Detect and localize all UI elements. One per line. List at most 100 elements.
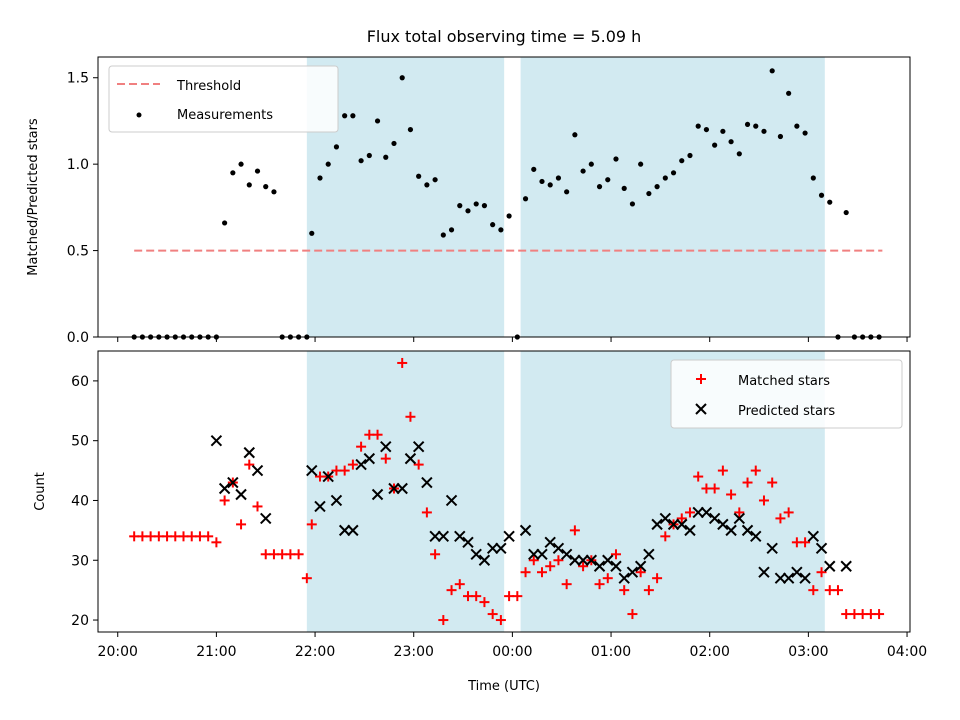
predicted-point	[700, 506, 713, 519]
predicted-point	[380, 440, 392, 453]
matched-point	[594, 579, 605, 590]
measurement-point	[522, 196, 529, 202]
measurement-point	[703, 126, 710, 133]
matched-point	[684, 507, 695, 518]
matched-point	[800, 537, 811, 548]
predicted-point	[717, 518, 729, 531]
measurement-point	[744, 121, 751, 128]
y-tick-label: 1.5	[67, 71, 89, 87]
predicted-point	[363, 452, 376, 465]
predicted-point-b	[774, 572, 787, 584]
matched-point	[767, 477, 778, 488]
predicted-point-b	[380, 440, 392, 453]
measurement-point	[679, 158, 685, 164]
measurement-point	[728, 139, 734, 145]
predicted-point	[815, 542, 828, 555]
predicted-point	[519, 524, 532, 537]
predicted-point	[314, 500, 326, 513]
predicted-point-b	[470, 548, 482, 560]
y-tick-label: 20	[71, 613, 89, 629]
measurement-point	[254, 168, 261, 174]
predicted-point-b	[815, 542, 828, 555]
measurement-point	[564, 189, 570, 195]
predicted-point-b	[227, 476, 239, 489]
predicted-point	[396, 482, 408, 495]
predicted-point-b	[750, 530, 762, 543]
measurement-point	[490, 222, 496, 228]
predicted-point	[643, 548, 655, 560]
predicted-point	[462, 536, 474, 549]
matched-point	[610, 549, 621, 560]
bottom-y-axis-label: Count	[33, 472, 48, 511]
predicted-point-b	[544, 536, 556, 549]
predicted-point-b	[404, 452, 417, 465]
measurement-point	[481, 203, 488, 209]
measurement-point	[662, 175, 668, 181]
predicted-point	[774, 572, 787, 584]
matched-point	[471, 591, 482, 602]
predicted-point	[251, 464, 264, 477]
matched-point	[430, 549, 441, 560]
measurement-point	[317, 175, 323, 181]
threshold-legend-label: Threshold	[176, 79, 241, 94]
predicted-point-b	[626, 566, 639, 578]
predicted-point	[733, 512, 746, 525]
predicted-point-b	[799, 572, 811, 584]
shaded-interval	[306, 57, 505, 337]
measurement-point	[457, 203, 463, 209]
predicted-point-b	[519, 524, 532, 537]
matched-point	[643, 585, 654, 596]
predicted-point-b	[371, 488, 384, 501]
matched-point	[421, 507, 432, 518]
predicted-point-b	[210, 434, 223, 447]
predicted-point	[338, 524, 351, 537]
matched-point	[750, 465, 761, 476]
matched-point	[413, 459, 424, 470]
predicted-point-b	[791, 566, 803, 578]
predicted-point-b	[429, 530, 441, 543]
measurement-point	[572, 132, 578, 138]
matched-point	[244, 459, 255, 470]
top-legend: Threshold Measurements	[108, 65, 339, 133]
measurement-point	[498, 227, 504, 233]
measurement-point	[238, 161, 244, 167]
matched-point	[569, 525, 580, 536]
y-tick-label: 60	[71, 374, 89, 390]
y-tick-label: 40	[71, 493, 89, 509]
measurement-point	[810, 175, 816, 181]
predicted-point-b	[396, 482, 408, 495]
matched-point	[454, 579, 465, 590]
predicted-point	[243, 446, 255, 459]
predicted-point	[569, 554, 581, 566]
predicted-point	[306, 464, 318, 477]
predicted-point	[741, 524, 754, 537]
measurement-point	[506, 213, 512, 219]
predicted-point-b	[684, 524, 696, 537]
matched-point	[660, 531, 671, 542]
bottom-panel: 20 30 40 50 60 20:00 21:00 22:00 23:00 00:00 01:00…	[33, 350, 927, 694]
x-axis-label: Time (UTC)	[467, 679, 540, 694]
predicted-point	[799, 572, 811, 584]
predicted-point	[503, 530, 515, 543]
matched-point	[512, 591, 523, 602]
predicted-point-b	[569, 554, 581, 566]
predicted-point	[807, 530, 820, 543]
measurement-point	[366, 152, 372, 159]
matched-legend-swatch	[696, 374, 706, 384]
predicted-point	[486, 542, 499, 555]
predicted-point	[495, 542, 507, 555]
predicted-point-b	[330, 494, 343, 507]
predicted-point	[429, 530, 441, 543]
predicted-point	[593, 560, 606, 572]
measurement-point	[547, 182, 553, 188]
matched-point	[758, 495, 769, 506]
predicted-point-b	[218, 482, 231, 495]
matched-point	[528, 555, 539, 566]
predicted-point	[210, 434, 223, 447]
measurement-point	[712, 142, 718, 148]
predicted-point-b	[602, 554, 614, 566]
predicted-point-b	[692, 506, 704, 519]
measurement-point	[580, 168, 586, 174]
predicted-point	[840, 560, 852, 572]
matched-legend-label: Matched stars	[738, 374, 830, 389]
